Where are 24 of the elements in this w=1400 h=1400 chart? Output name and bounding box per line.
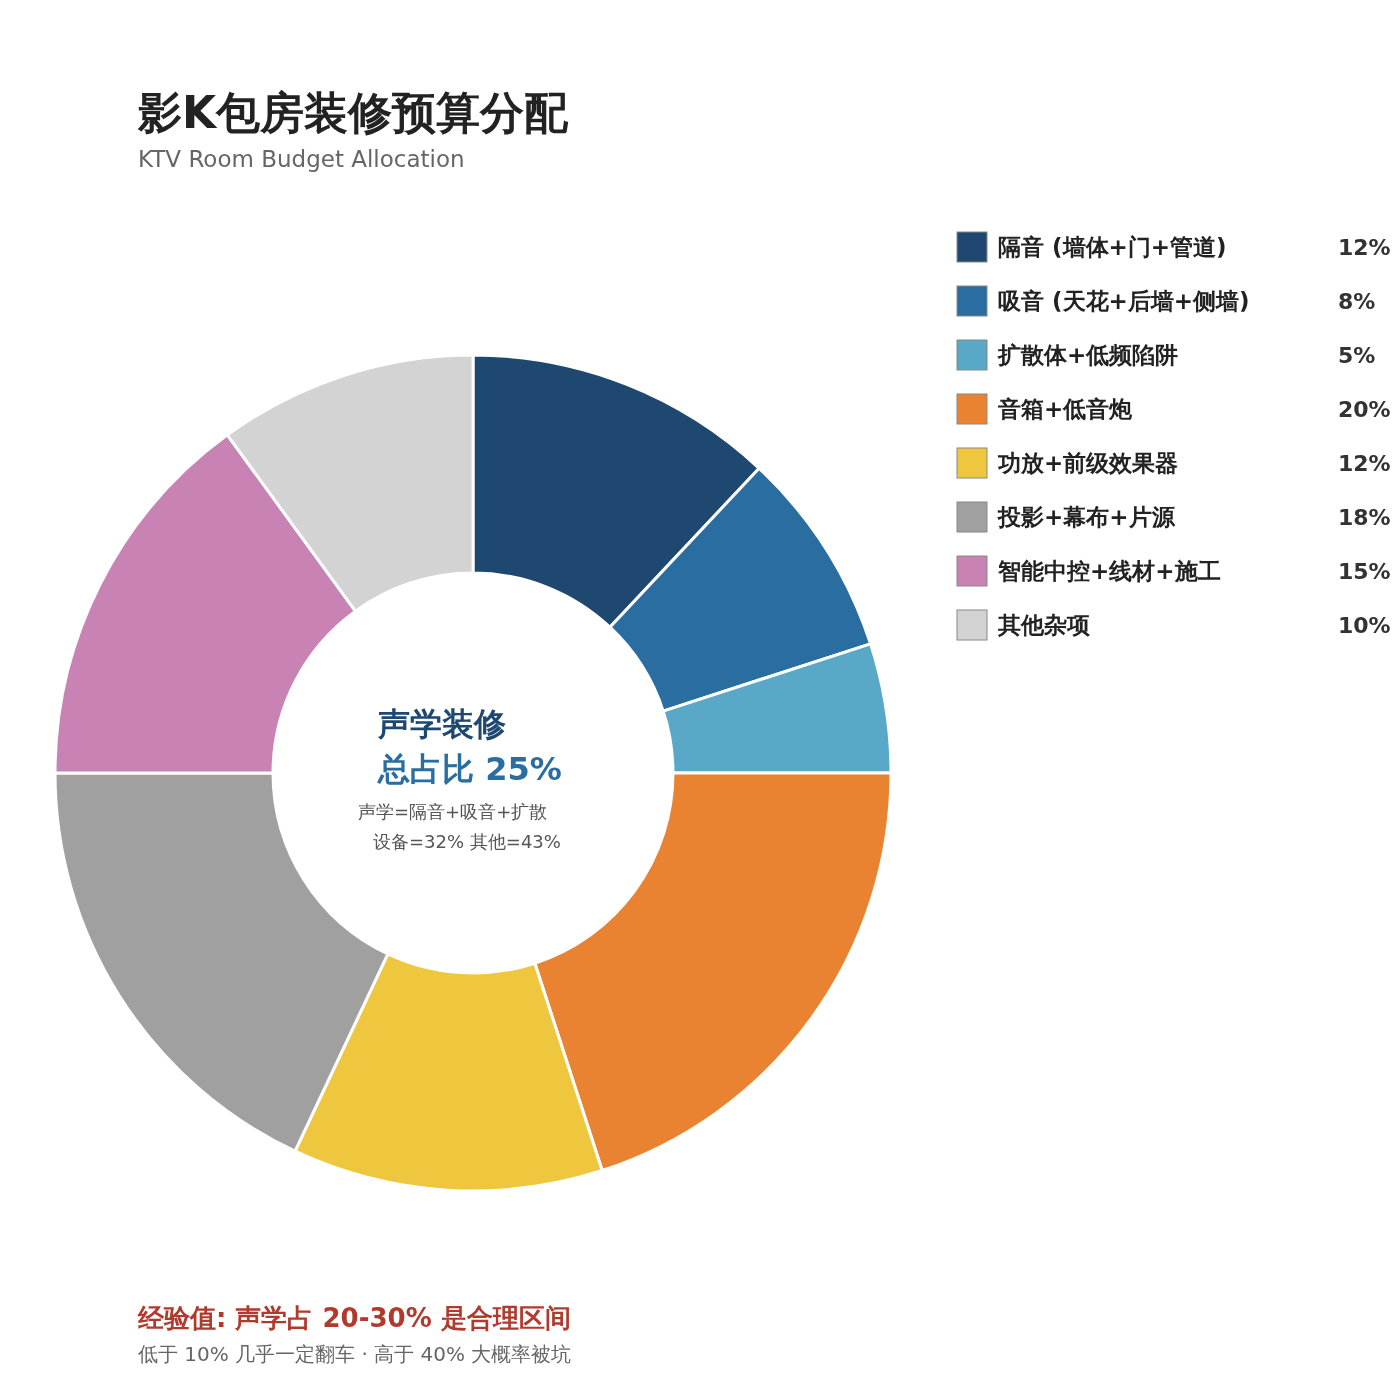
chart-title: 影K包房装修预算分配 xyxy=(138,86,569,140)
data-label: 8% xyxy=(1338,288,1376,314)
legend-label: 扩散体+低频陷阱 xyxy=(998,340,1180,370)
legend-label: 智能中控+线材+施工 xyxy=(998,556,1222,586)
text: 经验值: 声学占 20-30% 是合理区间 xyxy=(138,1302,571,1335)
data-label: 5% xyxy=(1338,342,1376,368)
chart-subtitle: KTV Room Budget Allocation xyxy=(138,146,465,172)
legend-label: 隔音 (墙体+门+管道) xyxy=(998,232,1228,262)
text: 低于 10% 几乎一定翻车 · 高于 40% 大概率被坑 xyxy=(138,1341,572,1368)
data-label: 10% xyxy=(1338,612,1391,638)
text: 总占比 25% xyxy=(378,749,562,790)
data-label: 15% xyxy=(1338,558,1391,584)
legend-label: 其他杂项 xyxy=(998,610,1091,640)
legend-label: 投影+幕布+片源 xyxy=(998,502,1176,532)
legend-label: 吸音 (天花+后墙+侧墙) xyxy=(998,286,1251,316)
text: 声学装修 xyxy=(378,704,506,745)
data-label: 20% xyxy=(1338,396,1391,422)
text: 声学=隔音+吸音+扩散 xyxy=(358,800,548,824)
data-label: 18% xyxy=(1338,504,1391,530)
data-label: 12% xyxy=(1338,450,1391,476)
text: 设备=32% 其他=43% xyxy=(373,830,561,854)
legend-label: 音箱+低音炮 xyxy=(998,394,1134,424)
data-label: 12% xyxy=(1338,234,1391,260)
legend-label: 功放+前级效果器 xyxy=(998,448,1180,478)
